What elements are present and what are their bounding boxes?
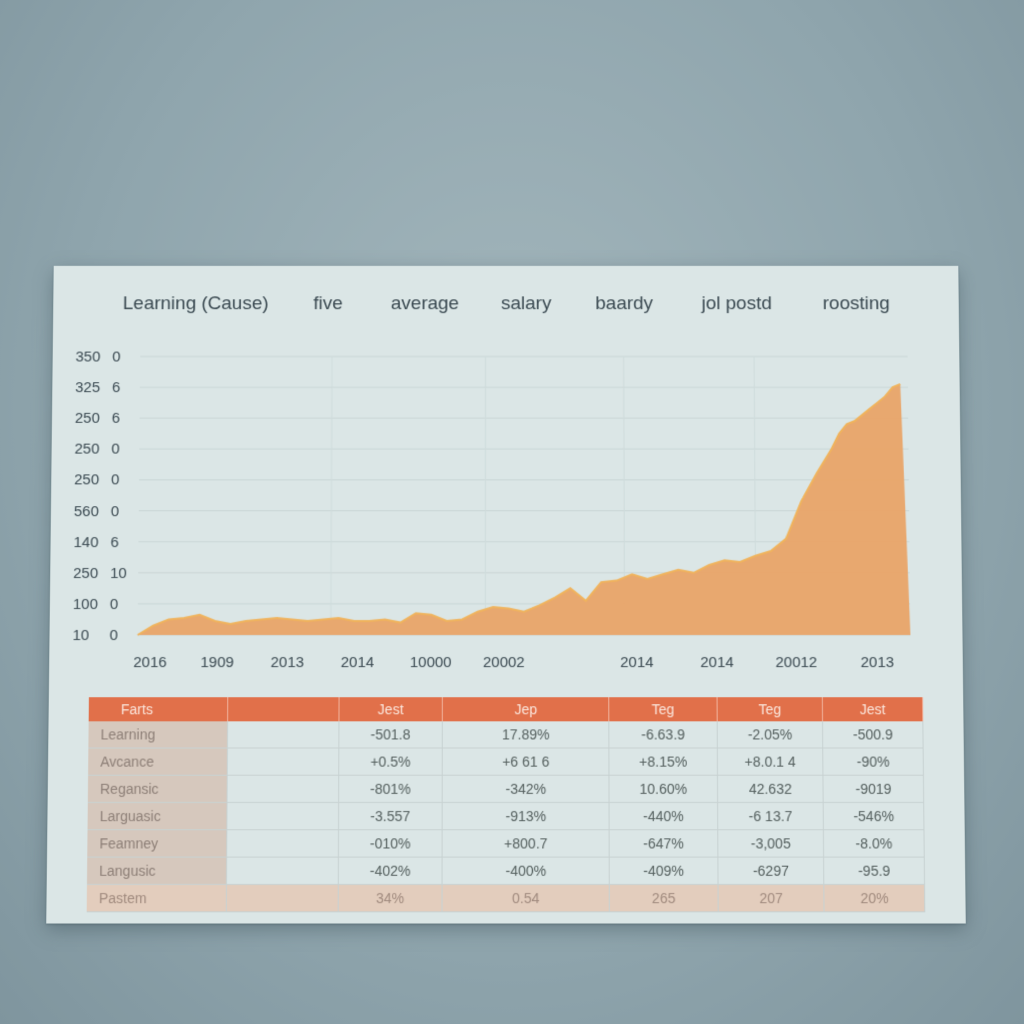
table-header <box>228 697 339 721</box>
x-tick-label: 10000 <box>410 654 452 671</box>
table-row: Langusic -402% -400% -409% -6297 -95.9 <box>87 857 925 884</box>
table-cell: +800.7 <box>442 830 609 857</box>
y-tick-label: 0 <box>111 441 119 458</box>
table-cell: +0.5% <box>339 748 443 775</box>
table-row: Feamney -010% +800.7 -647% -3,005 -8.0% <box>87 830 924 857</box>
table-row: Learning -501.8 17.89% -6.63.9 -2.05% -500.9 <box>88 721 923 748</box>
table-cell: -3,005 <box>718 830 824 857</box>
y-tick-label: 100 <box>73 596 98 613</box>
table-cell <box>227 748 338 775</box>
table-cell <box>227 802 338 829</box>
x-tick-label: 20002 <box>483 654 525 671</box>
table-cell: 0.54 <box>442 884 609 911</box>
y-tick-label: 6 <box>112 410 120 427</box>
table-cell: 17.89% <box>442 721 609 748</box>
table-cell: -647% <box>609 830 717 857</box>
table-cell: -400% <box>442 857 609 884</box>
y-tick-label: 350 <box>75 349 100 366</box>
table-row: Regansic -801% -342% 10.60% 42.632 -9019 <box>88 775 924 802</box>
y-tick-label: 10 <box>72 627 89 644</box>
x-tick-label: 2016 <box>133 654 167 671</box>
y-tick-label: 10 <box>110 565 127 582</box>
table-cell: -2.05% <box>717 721 823 748</box>
y-tick-label: 250 <box>75 410 100 427</box>
y-tick-label: 250 <box>74 441 99 458</box>
row-label: Avcance <box>88 748 227 775</box>
row-label: Feamney <box>87 830 227 857</box>
table-header: Jep <box>442 697 609 721</box>
table-cell: -8.0% <box>824 830 925 857</box>
row-label: Larguasic <box>88 802 228 829</box>
table-cell: -90% <box>823 748 923 775</box>
x-tick-label: 2014 <box>620 654 653 671</box>
y-tick-label: 6 <box>112 379 120 396</box>
table-row: Avcance +0.5% +6 61 6 +8.15% +8.0.1 4 -90% <box>88 748 923 775</box>
x-tick-label: 2013 <box>861 654 895 671</box>
x-gridline <box>331 357 332 635</box>
table-cell: -9019 <box>823 775 923 802</box>
table-header: Farts <box>89 697 228 721</box>
table-cell: -402% <box>338 857 442 884</box>
table-cell: 265 <box>610 884 718 911</box>
table-header: Teg <box>717 697 823 721</box>
row-label: Learning <box>88 721 227 748</box>
table-cell: -801% <box>338 775 442 802</box>
table-cell: -3.557 <box>338 802 442 829</box>
table-cell: 34% <box>338 884 442 911</box>
table-cell: -95.9 <box>824 857 925 884</box>
y-tick-label: 250 <box>73 565 98 582</box>
y-tick-label: 0 <box>110 596 119 613</box>
table-cell: +6 61 6 <box>442 748 609 775</box>
table-cell: 20% <box>824 884 925 911</box>
table-header: Jest <box>823 697 923 721</box>
y-tick-label: 250 <box>74 472 99 489</box>
table-cell: 42.632 <box>717 775 823 802</box>
table-cell: -6.63.9 <box>609 721 717 748</box>
table-cell: -501.8 <box>339 721 443 748</box>
y-tick-label: 0 <box>111 472 119 489</box>
table-footer-row: Pastem 34% 0.54 265 207 20% <box>87 884 925 911</box>
table-header: Jest <box>339 697 443 721</box>
table-cell <box>228 721 339 748</box>
table-cell <box>226 884 338 911</box>
x-tick-label: 2014 <box>700 654 733 671</box>
table-row: Larguasic -3.557 -913% -440% -6 13.7 -546% <box>88 802 924 829</box>
area-series <box>138 384 911 635</box>
table-cell <box>227 830 338 857</box>
table-cell: -546% <box>823 802 923 829</box>
table-cell: -913% <box>442 802 609 829</box>
chart-sheet: Learning (Cause) five average salary baa… <box>46 266 966 924</box>
y-tick-label: 0 <box>112 349 120 366</box>
table-header-row: Farts Jest Jep Teg Teg Jest <box>89 697 923 721</box>
table-cell: -500.9 <box>823 721 923 748</box>
table-cell: -342% <box>442 775 609 802</box>
table-cell: -440% <box>609 802 717 829</box>
x-tick-label: 20012 <box>775 654 817 671</box>
row-label: Pastem <box>87 884 227 911</box>
table-cell: -409% <box>609 857 717 884</box>
x-tick-label: 2014 <box>341 654 374 671</box>
table-cell <box>227 857 339 884</box>
table-cell: 207 <box>718 884 824 911</box>
table-cell: -6297 <box>718 857 824 884</box>
y-tick-label: 0 <box>111 503 119 520</box>
y-tick-label: 6 <box>110 534 119 551</box>
x-tick-label: 1909 <box>200 654 234 671</box>
row-label: Regansic <box>88 775 228 802</box>
table-cell: -6 13.7 <box>717 802 823 829</box>
table-cell: -010% <box>338 830 442 857</box>
area-chart: 350 0325 6250 6250 0250 0560 0140 6250 10100 010 0… <box>49 266 963 683</box>
y-tick-label: 560 <box>74 503 99 520</box>
x-tick-label: 2013 <box>271 654 305 671</box>
row-label: Langusic <box>87 857 227 884</box>
table-cell: 10.60% <box>609 775 717 802</box>
y-tick-label: 140 <box>73 534 98 551</box>
table-cell: +8.0.1 4 <box>717 748 823 775</box>
data-table: Farts Jest Jep Teg Teg Jest Learning -501… <box>87 697 926 912</box>
y-tick-label: 0 <box>109 627 118 644</box>
table-cell: +8.15% <box>609 748 717 775</box>
table-cell <box>227 775 338 802</box>
y-tick-label: 325 <box>75 379 100 396</box>
table-header: Teg <box>609 697 717 721</box>
